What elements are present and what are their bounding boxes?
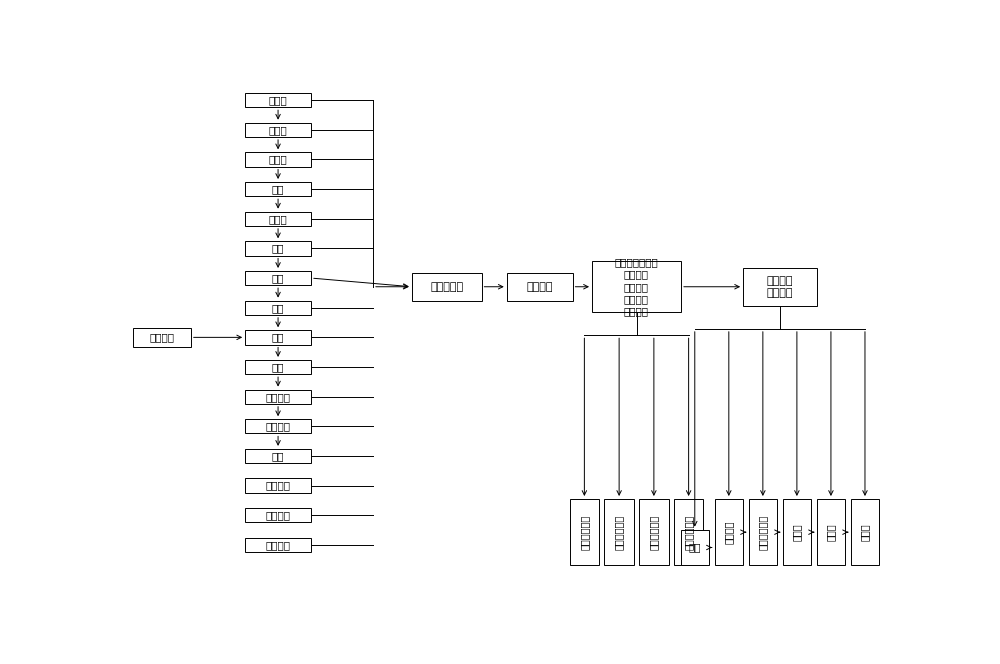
Bar [245,390,311,404]
Bar [681,530,709,566]
Text: 干燥: 干燥 [272,303,284,313]
Text: 成型: 成型 [272,273,284,283]
Text: 云服务器: 云服务器 [526,282,553,291]
Bar [851,499,879,566]
Text: 财务科: 财务科 [860,523,870,541]
Text: 应用系统
人机界面: 应用系统 人机界面 [767,276,793,298]
Text: 厂长: 厂长 [689,542,701,552]
Text: 喷雾塔: 喷雾塔 [269,214,287,224]
Text: 球釉车间: 球釉车间 [149,333,174,343]
Text: 釉线: 釉线 [272,333,284,343]
Bar [817,499,845,566]
Text: 设备管理看板: 设备管理看板 [614,515,624,550]
Text: 抛光磨边: 抛光磨边 [266,392,291,402]
Text: 浆池: 浆池 [272,184,284,194]
Bar [245,212,311,226]
Bar [245,93,311,108]
Bar [133,327,191,347]
Bar [592,261,681,312]
Text: 生产管理系统：
原料车间
成型车间
烧成车间
分级车间: 生产管理系统： 原料车间 成型车间 烧成车间 分级车间 [615,257,658,317]
Bar [674,499,703,566]
Text: 仓库: 仓库 [272,451,284,461]
Bar [245,360,311,374]
Text: 能源数据: 能源数据 [266,511,291,521]
Text: 原料仓: 原料仓 [269,95,287,105]
Bar [245,479,311,493]
Text: 质量管理看板: 质量管理看板 [579,515,589,550]
Text: 质检科: 质检科 [826,523,836,541]
Bar [245,419,311,434]
Text: 烧成: 烧成 [272,362,284,372]
Text: 设备科: 设备科 [792,523,802,541]
Text: 设备数据: 设备数据 [266,540,291,550]
Text: 车间主任: 车间主任 [724,521,734,544]
Bar [245,182,311,197]
Text: 工艺科技术科: 工艺科技术科 [758,515,768,550]
Bar [245,123,311,137]
Bar [245,538,311,552]
Bar [639,499,669,566]
Bar [507,273,573,301]
Text: 能源管理看板: 能源管理看板 [649,515,659,550]
Bar [245,152,311,167]
Text: 环保监测: 环保监测 [266,481,291,491]
Bar [743,268,817,306]
Bar [412,273,482,301]
Bar [245,301,311,315]
Bar [783,499,811,566]
Bar [245,508,311,523]
Bar [245,330,311,345]
Text: 粉仓: 粉仓 [272,244,284,254]
Bar [245,241,311,256]
Bar [245,271,311,286]
Text: 分级检验: 分级检验 [266,422,291,432]
Bar [604,499,634,566]
Bar [245,449,311,463]
Bar [715,499,743,566]
Text: 球磨机: 球磨机 [269,155,287,165]
Text: 本地服务器: 本地服务器 [430,282,463,291]
Text: 喂料机: 喂料机 [269,125,287,135]
Bar [749,499,777,566]
Bar [570,499,599,566]
Text: 成本中心报表: 成本中心报表 [684,515,694,550]
